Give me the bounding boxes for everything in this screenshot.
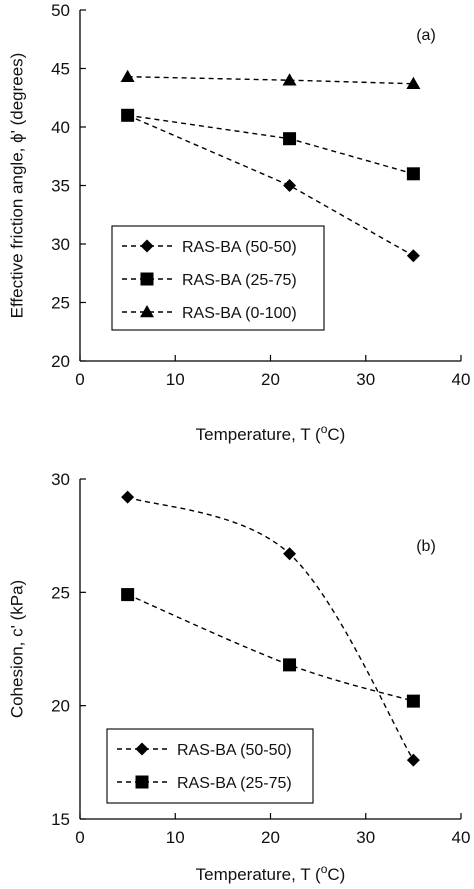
legend-entry: RAS-BA (25-75) xyxy=(182,272,297,289)
x-tick-label: 30 xyxy=(356,370,375,389)
x-axis-title-suffix: C) xyxy=(327,425,345,444)
x-tick-label: 30 xyxy=(356,828,375,847)
series-line xyxy=(127,75,414,85)
legend-box xyxy=(106,728,314,804)
data-point xyxy=(406,76,421,89)
y-tick-label: 20 xyxy=(51,352,70,371)
y-tick-label: 25 xyxy=(51,583,70,602)
data-point xyxy=(283,658,297,672)
legend-marker xyxy=(135,775,149,789)
y-tick-label: 45 xyxy=(51,60,70,79)
data-point xyxy=(121,490,135,504)
series-1 xyxy=(121,108,420,181)
panel-label: (a) xyxy=(416,27,436,44)
y-tick-label: 30 xyxy=(51,235,70,254)
data-point xyxy=(120,69,135,82)
y-tick-label: 50 xyxy=(51,1,70,20)
x-axis-title: Temperature, T (oC) xyxy=(196,422,346,444)
x-axis-title: Temperature, T (oC) xyxy=(196,862,346,884)
x-axis-title-suffix: C) xyxy=(327,865,345,884)
data-point xyxy=(406,694,420,708)
x-tick-label: 10 xyxy=(166,828,185,847)
legend-marker xyxy=(140,239,154,253)
x-tick-label: 20 xyxy=(261,370,280,389)
x-axis-title-prefix: Temperature, T ( xyxy=(196,865,321,884)
x-tick-label: 0 xyxy=(75,370,84,389)
chart-a: 20 25 30 35 40 45 50 0 10 20 30 40 Effective frictio… xyxy=(7,1,471,444)
x-tick-label: 40 xyxy=(452,828,471,847)
x-tick-label: 10 xyxy=(166,370,185,389)
x-tick-label: 40 xyxy=(452,370,471,389)
y-tick-label: 40 xyxy=(51,118,70,137)
legend-marker xyxy=(135,742,149,756)
x-axis-title-sup: o xyxy=(321,862,328,876)
data-point xyxy=(282,73,297,86)
y-tick-label: 15 xyxy=(51,810,70,829)
data-point xyxy=(406,753,420,767)
data-point xyxy=(121,108,135,122)
data-point xyxy=(406,249,420,263)
series-line xyxy=(127,114,414,175)
legend-entry: RAS-BA (25-75) xyxy=(177,775,292,792)
chart-b: 15 20 25 30 0 10 20 30 40 Cohesion, c' (kPa) Tempe… xyxy=(7,470,471,884)
series-line xyxy=(127,114,414,257)
legend: RAS-BA (50-50) RAS-BA (25-75) RAS-BA (0-10… xyxy=(111,225,325,331)
series-2 xyxy=(120,69,421,89)
legend-marker xyxy=(140,305,154,318)
data-point xyxy=(283,132,297,146)
y-tick-label: 30 xyxy=(51,470,70,489)
series-line xyxy=(127,496,414,761)
x-tick-label: 20 xyxy=(261,828,280,847)
legend: RAS-BA (50-50) RAS-BA (25-75) xyxy=(106,728,314,804)
data-point xyxy=(283,179,297,192)
data-point xyxy=(406,167,420,181)
data-point xyxy=(121,588,135,602)
series-1 xyxy=(121,588,420,708)
legend-entry: RAS-BA (50-50) xyxy=(177,742,292,759)
legend-marker xyxy=(140,272,154,286)
x-tick-label: 0 xyxy=(75,828,84,847)
legend-entry: RAS-BA (50-50) xyxy=(182,239,297,256)
data-point xyxy=(283,547,297,561)
y-tick-label: 35 xyxy=(51,177,70,196)
x-axis-title-prefix: Temperature, T ( xyxy=(196,425,321,444)
panel-label: (b) xyxy=(416,538,436,555)
y-tick-label: 20 xyxy=(51,697,70,716)
x-axis-title-sup: o xyxy=(321,422,328,436)
legend-entry: RAS-BA (0-100) xyxy=(182,305,297,322)
y-axis-title: Effective friction angle, ϕ' (degrees) xyxy=(7,53,26,319)
y-tick-label: 25 xyxy=(51,294,70,313)
series-line xyxy=(127,593,414,702)
series-0 xyxy=(121,490,420,767)
y-axis-title: Cohesion, c' (kPa) xyxy=(7,580,26,718)
